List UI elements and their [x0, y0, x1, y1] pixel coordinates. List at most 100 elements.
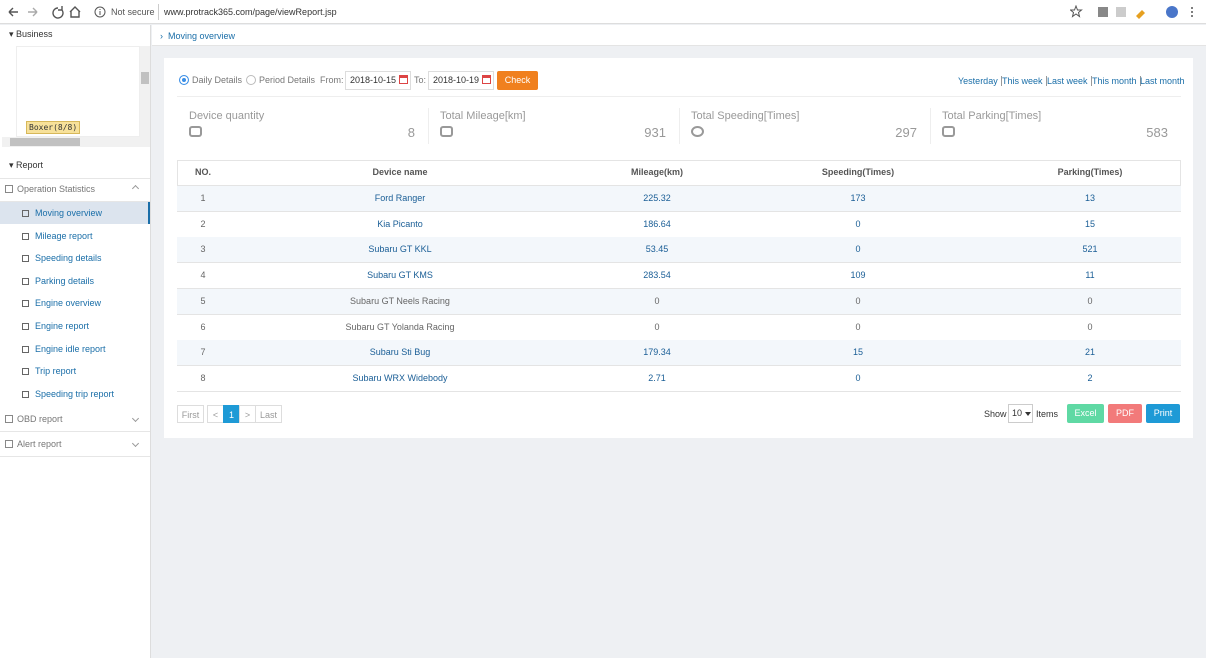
- v-scrollbar[interactable]: [140, 46, 150, 137]
- menu-label: Engine idle report: [35, 343, 106, 354]
- info-icon[interactable]: [94, 6, 106, 18]
- quick-link[interactable]: This month: [1092, 76, 1141, 86]
- date-input[interactable]: 2018-10-15: [345, 71, 411, 90]
- table-cell: 0: [1087, 295, 1093, 306]
- table-row[interactable]: 4 Subaru GT KMS 283.54 109 11: [177, 263, 1181, 290]
- menu-icon: [22, 300, 29, 308]
- group-label: Operation Statistics: [17, 184, 96, 194]
- menu-item[interactable]: Speeding trip report: [0, 383, 150, 405]
- header-cell: Parking(Times): [1057, 167, 1123, 177]
- table-cell: 0: [855, 295, 861, 306]
- table-row[interactable]: 8 Subaru WRX Widebody 2.71 0 2: [177, 365, 1181, 392]
- export-button[interactable]: PDF: [1108, 404, 1142, 423]
- table-cell: 4: [200, 270, 206, 281]
- menu-item[interactable]: Engine overview: [0, 292, 150, 314]
- menu-item[interactable]: Parking details: [0, 270, 150, 292]
- page-button[interactable]: Last: [255, 405, 282, 423]
- nav-buttons[interactable]: [6, 5, 86, 19]
- page-size[interactable]: 10: [1008, 404, 1033, 423]
- menu-label: Mileage report: [35, 230, 93, 241]
- menu-icon: [22, 277, 29, 285]
- extension-icons[interactable]: [1070, 5, 1200, 19]
- sidebar: ▾ Business Boxer(8/8) ▾ Report Operation…: [0, 25, 151, 658]
- table-cell: 0: [855, 218, 861, 229]
- table-cell: Subaru GT Neels Racing: [350, 295, 450, 306]
- url[interactable]: www.protrack365.com/page/viewReport.jsp: [164, 7, 337, 17]
- date-icon: [399, 75, 408, 84]
- menu-item[interactable]: Engine report: [0, 315, 150, 337]
- menu-group[interactable]: Alert report: [0, 432, 150, 458]
- summary-label: Total Mileage[km]: [440, 110, 526, 122]
- menu-item[interactable]: Engine idle report: [0, 338, 150, 360]
- check-button[interactable]: Check: [497, 71, 538, 90]
- menu-item[interactable]: Moving overview: [0, 202, 150, 224]
- page-button[interactable]: >: [239, 405, 256, 423]
- radio[interactable]: [246, 75, 256, 85]
- table-row[interactable]: 1 Ford Ranger 225.32 173 13: [177, 186, 1181, 212]
- menu-item[interactable]: Mileage report: [0, 225, 150, 247]
- table-row[interactable]: 3 Subaru GT KKL 53.45 0 521: [177, 237, 1181, 264]
- summary-icon: [189, 126, 202, 137]
- table-cell: 179.34: [643, 347, 671, 358]
- report-header[interactable]: ▾ Report: [0, 155, 150, 179]
- menu-group[interactable]: Operation Statistics: [0, 177, 150, 202]
- table-cell: 5: [200, 295, 206, 306]
- menu-icon: [22, 232, 29, 240]
- table-row[interactable]: 5 Subaru GT Neels Racing 0 0 0: [177, 288, 1181, 315]
- export-button[interactable]: Excel: [1067, 404, 1104, 423]
- table-row[interactable]: 2 Kia Picanto 186.64 0 15: [177, 211, 1181, 238]
- table-cell: 521: [1082, 244, 1098, 255]
- summary-value: 8: [407, 125, 415, 140]
- menu-label: Moving overview: [35, 208, 103, 218]
- radio[interactable]: [179, 75, 189, 85]
- breadcrumb[interactable]: › Moving overview: [160, 31, 236, 41]
- table-cell: 15: [1084, 218, 1095, 229]
- table-cell: Ford Ranger: [374, 193, 426, 203]
- quick-link[interactable]: This week: [1002, 76, 1047, 86]
- menu-icon: [22, 390, 29, 398]
- table-cell: 0: [654, 295, 660, 306]
- table-cell: 0: [654, 321, 660, 332]
- report-label: Report: [16, 160, 44, 170]
- show-label: Show: [984, 409, 1007, 419]
- summary-value: 583: [1146, 125, 1168, 140]
- export-button[interactable]: Print: [1146, 404, 1180, 423]
- menu-label: Parking details: [35, 275, 95, 286]
- divider: [177, 96, 1181, 97]
- menu-label: Speeding details: [35, 253, 102, 264]
- page-button[interactable]: 1: [223, 405, 240, 423]
- select-caret: [1025, 412, 1031, 419]
- radio-label[interactable]: Period Details: [259, 75, 316, 85]
- tree-item[interactable]: Boxer(8/8): [26, 121, 81, 134]
- page-button[interactable]: First: [177, 405, 204, 423]
- h-scrollbar[interactable]: [2, 137, 150, 147]
- business-header[interactable]: ▾ Business: [9, 29, 53, 39]
- summary-icon: [440, 126, 453, 137]
- quick-link[interactable]: Last month: [1140, 76, 1185, 86]
- date-input[interactable]: 2018-10-19: [428, 71, 494, 90]
- table-row[interactable]: 6 Subaru GT Yolanda Racing 0 0 0: [177, 314, 1181, 341]
- table-cell: 53.45: [645, 244, 669, 255]
- quick-link[interactable]: Last week: [1047, 76, 1092, 86]
- page-button[interactable]: <: [207, 405, 224, 423]
- quick-link[interactable]: Yesterday: [958, 76, 1002, 86]
- menu-item[interactable]: Trip report: [0, 360, 150, 382]
- menu-item[interactable]: Speeding details: [0, 247, 150, 269]
- table-cell: Kia Picanto: [377, 218, 423, 229]
- table-cell: 1: [200, 193, 206, 203]
- header-cell: Speeding(Times): [821, 167, 895, 177]
- menu-icon: [22, 255, 29, 263]
- table-cell: 0: [1087, 321, 1093, 332]
- table-cell: 0: [855, 244, 861, 255]
- table-cell: 186.64: [643, 218, 671, 229]
- table-row[interactable]: 7 Subaru Sti Bug 179.34 15 21: [177, 340, 1181, 367]
- items-label: Items: [1036, 409, 1059, 419]
- menu-group[interactable]: OBD report: [0, 407, 150, 433]
- summary-divider: [679, 108, 680, 144]
- radio-label[interactable]: Daily Details: [192, 75, 243, 85]
- chevron: [131, 440, 140, 448]
- breadcrumb-label: Moving overview: [168, 31, 236, 41]
- table-cell: Subaru GT KKL: [368, 244, 432, 255]
